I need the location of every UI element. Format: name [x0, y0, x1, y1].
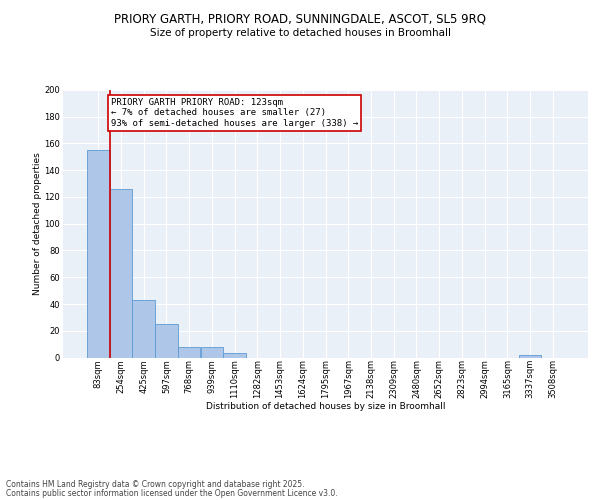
Text: Contains public sector information licensed under the Open Government Licence v3: Contains public sector information licen…: [6, 488, 338, 498]
Text: PRIORY GARTH, PRIORY ROAD, SUNNINGDALE, ASCOT, SL5 9RQ: PRIORY GARTH, PRIORY ROAD, SUNNINGDALE, …: [114, 12, 486, 26]
Bar: [110, 189, 133, 358]
Y-axis label: Number of detached properties: Number of detached properties: [32, 152, 41, 295]
Bar: [518, 355, 541, 358]
Text: Contains HM Land Registry data © Crown copyright and database right 2025.: Contains HM Land Registry data © Crown c…: [6, 480, 305, 489]
Bar: [223, 354, 246, 358]
X-axis label: Distribution of detached houses by size in Broomhall: Distribution of detached houses by size …: [206, 402, 445, 411]
Text: Size of property relative to detached houses in Broomhall: Size of property relative to detached ho…: [149, 28, 451, 38]
Text: PRIORY GARTH PRIORY ROAD: 123sqm
← 7% of detached houses are smaller (27)
93% of: PRIORY GARTH PRIORY ROAD: 123sqm ← 7% of…: [111, 98, 358, 128]
Bar: [200, 347, 223, 358]
Bar: [87, 150, 110, 358]
Bar: [155, 324, 178, 358]
Bar: [133, 300, 155, 358]
Bar: [178, 347, 200, 358]
